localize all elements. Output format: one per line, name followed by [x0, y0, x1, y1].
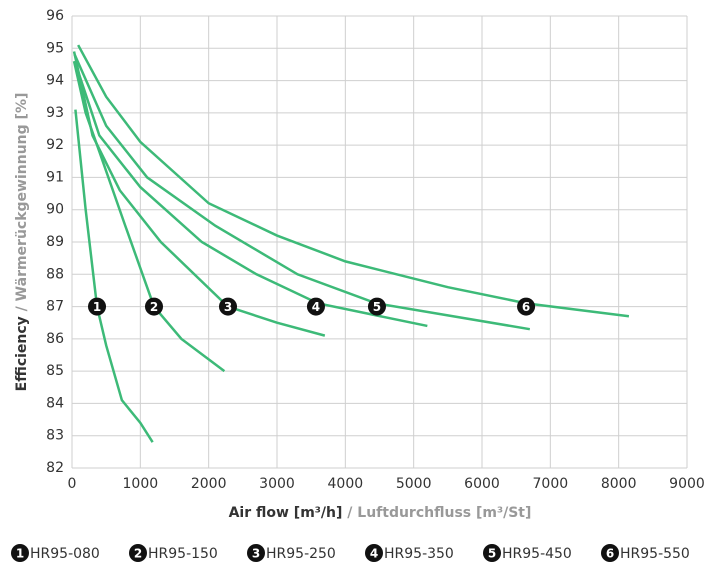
legend-marker-label: 5 [488, 547, 496, 561]
x-tick-label: 6000 [464, 476, 500, 492]
y-tick-label: 88 [46, 266, 64, 282]
y-tick-label: 86 [46, 331, 64, 347]
y-tick-label: 95 [46, 40, 64, 56]
legend-marker-label: 4 [370, 547, 378, 561]
legend-label: HR95-550 [620, 546, 690, 562]
x-axis-title: Air flow [m³/h] / Luftdurchfluss [m³/St] [229, 505, 532, 521]
series-line [72, 60, 226, 373]
legend-label: HR95-080 [30, 546, 100, 562]
x-tick-label: 0 [68, 476, 77, 492]
legend-label: HR95-250 [266, 546, 336, 562]
y-tick-label: 96 [46, 8, 64, 24]
x-tick-label: 9000 [669, 476, 705, 492]
y-tick-label: 90 [46, 202, 64, 218]
x-tick-label: 5000 [396, 476, 432, 492]
legend-marker-label: 2 [134, 547, 142, 561]
y-tick-label: 85 [46, 363, 64, 379]
legend-marker [11, 544, 29, 562]
x-tick-label: 8000 [601, 476, 637, 492]
curve-marker-label: 5 [373, 300, 381, 314]
legend-marker [129, 544, 147, 562]
y-tick-label: 83 [46, 428, 64, 444]
legend-marker-label: 1 [16, 547, 24, 561]
legend-marker [483, 544, 501, 562]
legend-label: HR95-150 [148, 546, 218, 562]
y-tick-label: 91 [46, 169, 64, 185]
y-tick-label: 93 [46, 105, 64, 121]
y-tick-label: 87 [46, 299, 64, 315]
curve-marker-label: 3 [224, 300, 232, 314]
legend-marker [247, 544, 265, 562]
y-title-alt: / Wärmerückgewinnung [%] [14, 93, 30, 312]
curve-marker [367, 297, 386, 316]
curve-marker-label: 6 [522, 300, 530, 314]
legend-marker-label: 3 [252, 547, 260, 561]
x-tick-label: 2000 [191, 476, 227, 492]
legend-marker-label: 6 [606, 547, 614, 561]
legend-label: HR95-450 [502, 546, 572, 562]
series-line [72, 51, 326, 337]
y-tick-label: 94 [46, 73, 64, 89]
curve-marker [517, 297, 536, 316]
y-tick-label: 84 [46, 395, 64, 411]
y-title-main: Efficiency [14, 316, 30, 391]
curve-marker [145, 297, 163, 316]
x-title-main: Air flow [m³/h] [229, 505, 343, 521]
curve-marker-label: 1 [93, 300, 101, 314]
x-title-alt: / Luftdurchfluss [m³/St] [347, 505, 531, 521]
series-line [74, 109, 154, 443]
y-tick-label: 89 [46, 234, 64, 250]
y-tick-label: 82 [46, 460, 64, 476]
x-tick-label: 1000 [123, 476, 159, 492]
y-tick-label: 92 [46, 137, 64, 153]
series-line [77, 44, 630, 318]
x-tick-label: 3000 [259, 476, 295, 492]
legend-marker [365, 544, 383, 562]
series-line [73, 60, 428, 328]
curve-marker-label: 4 [312, 300, 320, 314]
curve-marker [306, 297, 325, 316]
y-axis-title: Efficiency / Wärmerückgewinnung [%] [14, 93, 30, 392]
curve-marker [219, 297, 238, 316]
x-tick-label: 4000 [328, 476, 364, 492]
curve-marker [88, 297, 107, 316]
legend-label: HR95-350 [384, 546, 454, 562]
x-tick-label: 7000 [533, 476, 569, 492]
series-line [73, 54, 531, 331]
curve-marker-label: 2 [150, 300, 158, 314]
legend-marker [601, 544, 619, 562]
